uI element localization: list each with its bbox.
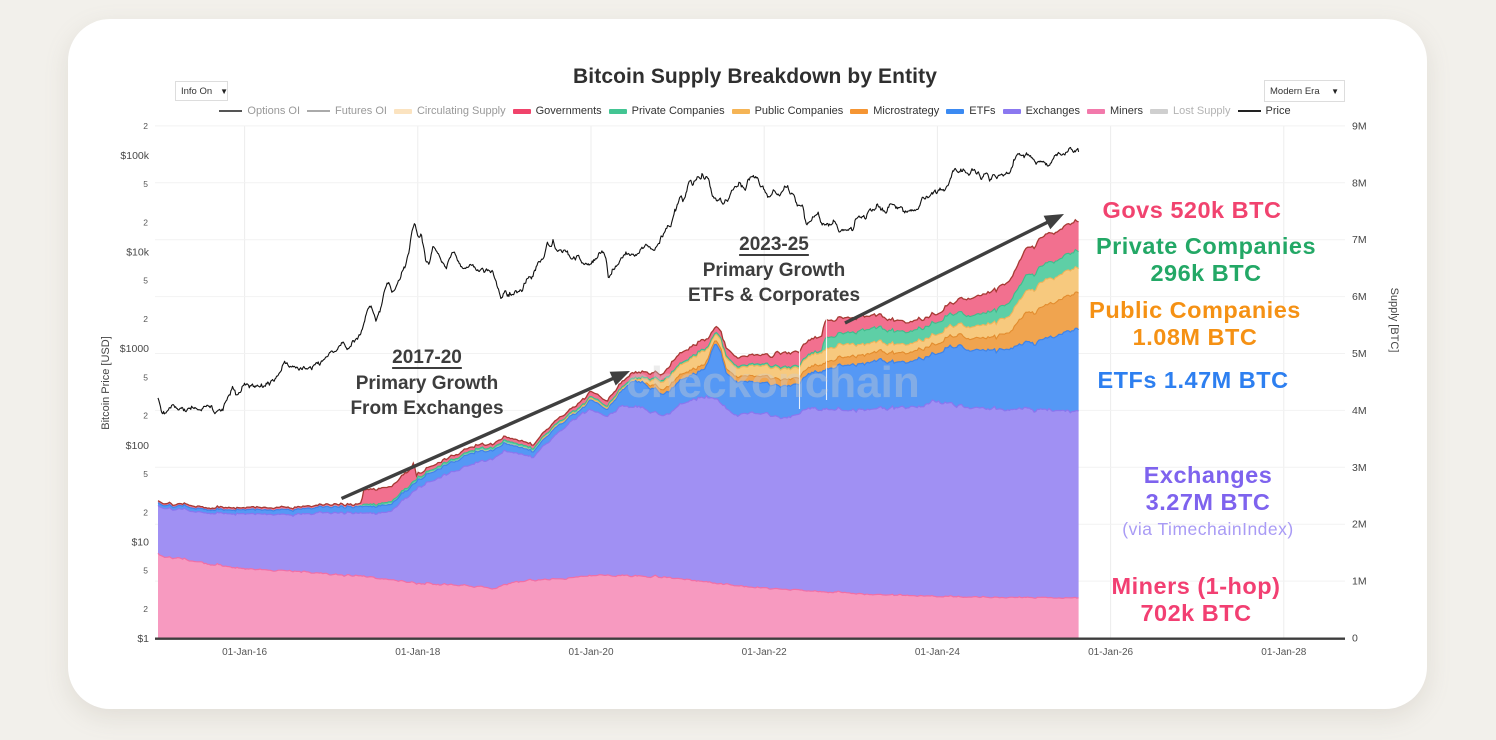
svg-text:4M: 4M (1352, 405, 1367, 417)
svg-text:01-Jan-18: 01-Jan-18 (395, 647, 440, 658)
svg-text:2: 2 (143, 604, 148, 614)
svg-text:Bitcoin Price [USD]: Bitcoin Price [USD] (100, 336, 112, 430)
svg-text:01-Jan-16: 01-Jan-16 (222, 647, 267, 658)
svg-text:$1000: $1000 (120, 343, 149, 355)
svg-text:8M: 8M (1352, 177, 1367, 189)
svg-text:Supply [BTC]: Supply [BTC] (1388, 288, 1400, 353)
svg-text:2: 2 (143, 218, 148, 228)
svg-text:2: 2 (143, 314, 148, 324)
svg-text:2M: 2M (1352, 519, 1367, 531)
svg-text:5: 5 (143, 566, 148, 576)
svg-text:6M: 6M (1352, 291, 1367, 303)
svg-text:5: 5 (143, 372, 148, 382)
svg-text:2: 2 (143, 121, 148, 131)
svg-text:$100k: $100k (120, 150, 149, 162)
svg-text:2: 2 (143, 507, 148, 517)
svg-text:01-Jan-22: 01-Jan-22 (742, 647, 787, 658)
svg-text:1M: 1M (1352, 576, 1367, 588)
svg-text:0: 0 (1352, 633, 1358, 645)
svg-text:01-Jan-20: 01-Jan-20 (568, 647, 613, 658)
svg-text:7M: 7M (1352, 234, 1367, 246)
svg-text:$10: $10 (131, 536, 149, 548)
svg-text:$1: $1 (137, 633, 149, 645)
svg-text:checkonchain: checkonchain (626, 358, 919, 407)
svg-text:5: 5 (143, 179, 148, 189)
svg-text:9M: 9M (1352, 120, 1367, 132)
svg-text:01-Jan-28: 01-Jan-28 (1261, 647, 1306, 658)
svg-text:$100: $100 (126, 440, 150, 452)
svg-text:01-Jan-26: 01-Jan-26 (1088, 647, 1133, 658)
svg-text:2: 2 (143, 411, 148, 421)
svg-text:3M: 3M (1352, 462, 1367, 474)
svg-text:5M: 5M (1352, 348, 1367, 360)
svg-text:01-Jan-24: 01-Jan-24 (915, 647, 960, 658)
svg-text:$10k: $10k (126, 247, 150, 259)
svg-text:5: 5 (143, 469, 148, 479)
svg-text:5: 5 (143, 276, 148, 286)
